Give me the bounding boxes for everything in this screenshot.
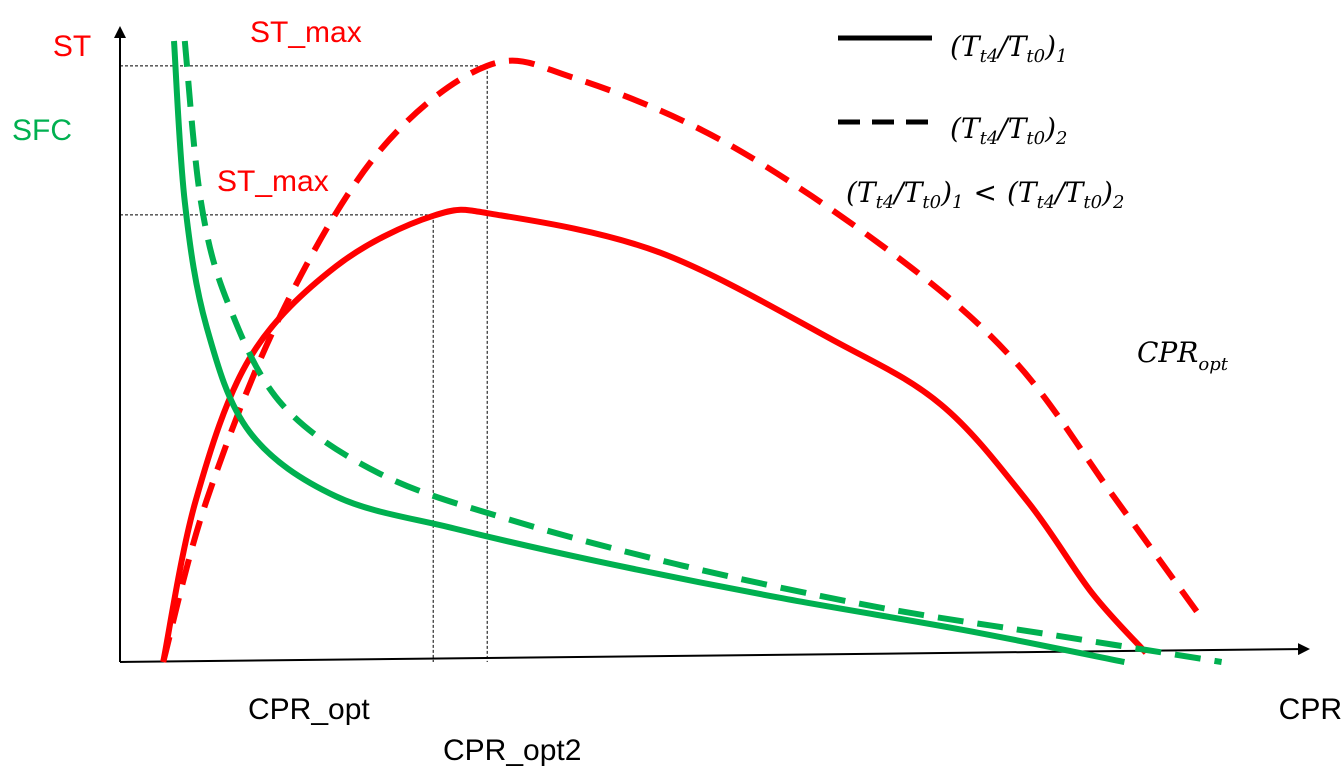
x-tick-cpr-opt2: CPR_opt2 [443, 734, 581, 767]
legend-label-dashed: (Tt4/Tt0)2 [950, 112, 1067, 149]
st-axis-label: ST [53, 30, 91, 63]
x-axis-label: CPR [1279, 693, 1342, 726]
st-max-label-dashed: ST_max [250, 16, 362, 49]
sfc-dashed-line [181, 40, 1223, 665]
legend: (Tt4/Tt0)1 (Tt4/Tt0)2 (Tt4/Tt0)1 < (Tt4/Tt… [838, 30, 1124, 213]
sfc-axis-label: SFC [12, 114, 72, 147]
x-axis [119, 643, 1310, 663]
legend-label-solid: (Tt4/Tt0)1 [950, 30, 1067, 67]
st-dashed-line [160, 57, 1203, 663]
series-group [160, 40, 1223, 665]
st-solid-line [160, 206, 1149, 663]
cpr-opt-annotation: CPRopt [1137, 336, 1229, 375]
sfc-solid-line [171, 40, 1125, 665]
legend-condition: (Tt4/Tt0)1 < (Tt4/Tt0)2 [846, 176, 1124, 213]
st-max-label-solid: ST_max [217, 165, 329, 198]
guide-lines [120, 65, 488, 662]
x-tick-cpr-opt: CPR_opt [248, 693, 370, 726]
